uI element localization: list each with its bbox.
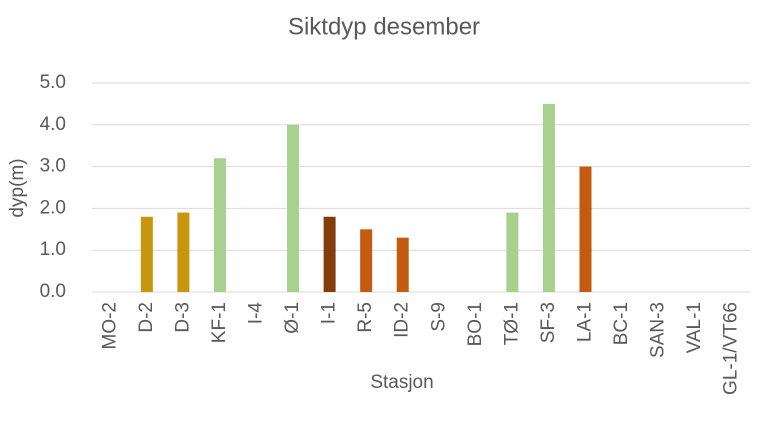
x-tick-label: S-9 xyxy=(428,302,449,332)
x-tick-label: BO-1 xyxy=(465,302,486,346)
bar xyxy=(213,158,226,292)
y-tick-label: 5.0 xyxy=(40,72,66,93)
x-tick-label: SAN-3 xyxy=(648,302,669,358)
y-tick-label: 4.0 xyxy=(40,114,66,135)
y-tick-label: 1.0 xyxy=(40,239,66,260)
bar xyxy=(140,216,153,292)
bar xyxy=(396,237,409,292)
bar xyxy=(323,216,336,292)
x-tick-label: D-2 xyxy=(136,302,157,333)
bar xyxy=(579,166,592,292)
chart-title: Siktdyp desember xyxy=(288,13,480,40)
x-tick-label: GL-1/VT66 xyxy=(721,302,742,395)
bar xyxy=(506,212,519,292)
x-tick-label: I-4 xyxy=(246,302,267,325)
x-tick-label: R-5 xyxy=(355,302,376,333)
x-tick-label: SF-3 xyxy=(538,302,559,343)
y-tick-label: 0.0 xyxy=(40,281,66,302)
x-axis-title: Stasjon xyxy=(370,372,433,393)
bar xyxy=(360,229,373,292)
x-tick-label: TØ-1 xyxy=(501,302,522,345)
bar xyxy=(542,103,555,293)
bar xyxy=(287,124,300,292)
x-tick-label: BC-1 xyxy=(611,302,632,345)
x-tick-label: ID-2 xyxy=(392,302,413,338)
y-tick-label: 3.0 xyxy=(40,156,66,177)
x-tick-label: I-1 xyxy=(319,302,340,324)
x-tick-label: Ø-1 xyxy=(282,302,303,334)
x-tick-label: D-3 xyxy=(172,302,193,333)
bar xyxy=(177,212,190,292)
y-tick-label: 2.0 xyxy=(40,197,66,218)
y-axis-title: dyp(m) xyxy=(7,158,28,217)
x-tick-label: LA-1 xyxy=(575,302,596,342)
x-tick-label: MO-2 xyxy=(99,302,120,350)
x-tick-label: VAL-1 xyxy=(684,302,705,353)
x-tick-label: KF-1 xyxy=(209,302,230,343)
